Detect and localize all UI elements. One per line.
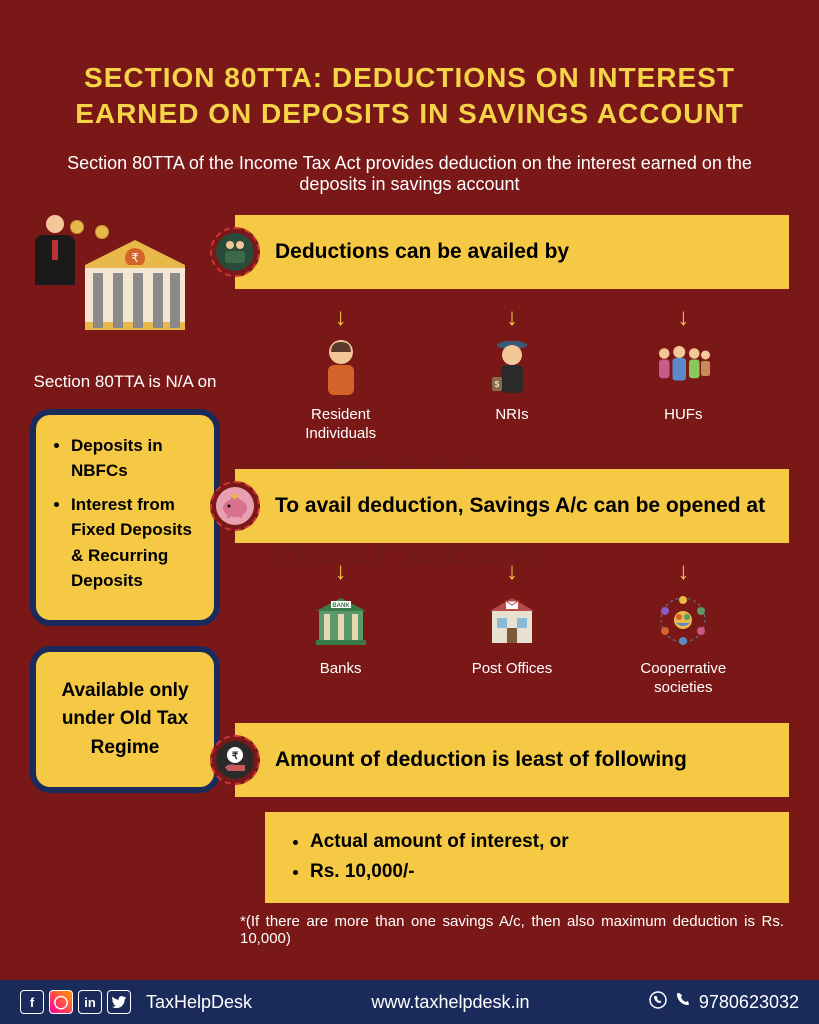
- whatsapp-icon: [649, 991, 667, 1014]
- amount-item: Actual amount of interest, or: [310, 827, 769, 857]
- nri-icon: $: [482, 337, 542, 397]
- right-column: Deductions can be availed by ↓ Resident …: [235, 215, 789, 947]
- main-content: ₹ Section 80TTA is N/A on Deposits in NB…: [30, 215, 789, 947]
- amount-item: Rs. 10,000/-: [310, 857, 769, 887]
- section3-header: ₹ Amount of deduction is least of follow…: [235, 723, 789, 797]
- arrow-down-icon: ↓: [276, 304, 406, 332]
- huf-family-icon: [653, 337, 713, 397]
- section3-title: Amount of deduction is least of followin…: [275, 748, 687, 772]
- social-icons: f ◯ in: [20, 990, 131, 1014]
- amount-box: Actual amount of interest, or Rs. 10,000…: [265, 812, 789, 903]
- phone-icon: [675, 992, 691, 1013]
- svg-text:$: $: [495, 380, 500, 389]
- entity-cooperative: ↓ Cooperrative societies: [618, 558, 748, 698]
- arrow-down-icon: ↓: [618, 558, 748, 586]
- entity-label: NRIs: [447, 405, 577, 425]
- cooperative-icon: [653, 591, 713, 651]
- regime-text: Available only under Old Tax Regime: [51, 677, 199, 763]
- footer-brand: TaxHelpDesk: [146, 992, 252, 1013]
- entity-nri: ↓ $ NRIs: [447, 304, 577, 444]
- facebook-icon[interactable]: f: [20, 990, 44, 1014]
- entity-label: Banks: [276, 659, 406, 679]
- resident-individual-icon: [311, 337, 371, 397]
- svg-text:BANK: BANK: [332, 603, 350, 609]
- entity-label: Cooperrative societies: [618, 659, 748, 698]
- arrow-down-icon: ↓: [447, 304, 577, 332]
- entity-banks: ↓ BANK Banks: [276, 558, 406, 698]
- instagram-icon[interactable]: ◯: [49, 990, 73, 1014]
- linkedin-icon[interactable]: in: [78, 990, 102, 1014]
- section2-header: To avail deduction, Savings A/c can be o…: [235, 469, 789, 543]
- arrow-down-icon: ↓: [276, 558, 406, 586]
- section2-title: To avail deduction, Savings A/c can be o…: [275, 494, 765, 518]
- section1-entities: ↓ Resident Individuals ↓ $ NRIs ↓: [235, 304, 789, 444]
- na-item: Interest from Fixed Deposits & Recurring…: [71, 492, 199, 594]
- piggy-bank-icon: [210, 481, 260, 531]
- section1-title: Deductions can be availed by: [275, 240, 569, 264]
- footer-phone: 9780623032: [649, 991, 799, 1014]
- main-title: SECTION 80TTA: DEDUCTIONS ON INTEREST EA…: [30, 60, 789, 133]
- entity-post-offices: ↓ Post Offices: [447, 558, 577, 698]
- footer: f ◯ in TaxHelpDesk www.taxhelpdesk.in 97…: [0, 980, 819, 1024]
- entity-label: Resident Individuals: [276, 405, 406, 444]
- arrow-down-icon: ↓: [618, 304, 748, 332]
- rupee-hand-icon: ₹: [210, 735, 260, 785]
- entity-label: Post Offices: [447, 659, 577, 679]
- left-column: ₹ Section 80TTA is N/A on Deposits in NB…: [30, 215, 220, 947]
- coin-icon: [95, 225, 109, 239]
- people-icon: [210, 227, 260, 277]
- footer-url[interactable]: www.taxhelpdesk.in: [371, 992, 529, 1013]
- na-box: Deposits in NBFCs Interest from Fixed De…: [30, 409, 220, 626]
- entity-huf: ↓ HUFs: [618, 304, 748, 444]
- svg-text:₹: ₹: [232, 751, 239, 762]
- bank-icon: BANK: [311, 591, 371, 651]
- footnote: *(If there are more than one savings A/c…: [235, 913, 789, 947]
- bank-illustration: ₹: [30, 215, 190, 355]
- arrow-down-icon: ↓: [447, 558, 577, 586]
- na-item: Deposits in NBFCs: [71, 433, 199, 484]
- phone-number[interactable]: 9780623032: [699, 992, 799, 1013]
- regime-box: Available only under Old Tax Regime: [30, 646, 220, 794]
- subtitle: Section 80TTA of the Income Tax Act prov…: [30, 153, 789, 195]
- section1-header: Deductions can be availed by: [235, 215, 789, 289]
- entity-resident: ↓ Resident Individuals: [276, 304, 406, 444]
- section2-entities: ↓ BANK Banks ↓ Post Offices ↓: [235, 558, 789, 698]
- bank-building-icon: ₹: [85, 240, 185, 340]
- na-heading: Section 80TTA is N/A on: [30, 370, 220, 394]
- person-icon: [30, 215, 80, 315]
- twitter-icon[interactable]: [107, 990, 131, 1014]
- entity-label: HUFs: [618, 405, 748, 425]
- post-office-icon: [482, 591, 542, 651]
- infographic-container: SECTION 80TTA: DEDUCTIONS ON INTEREST EA…: [0, 0, 819, 947]
